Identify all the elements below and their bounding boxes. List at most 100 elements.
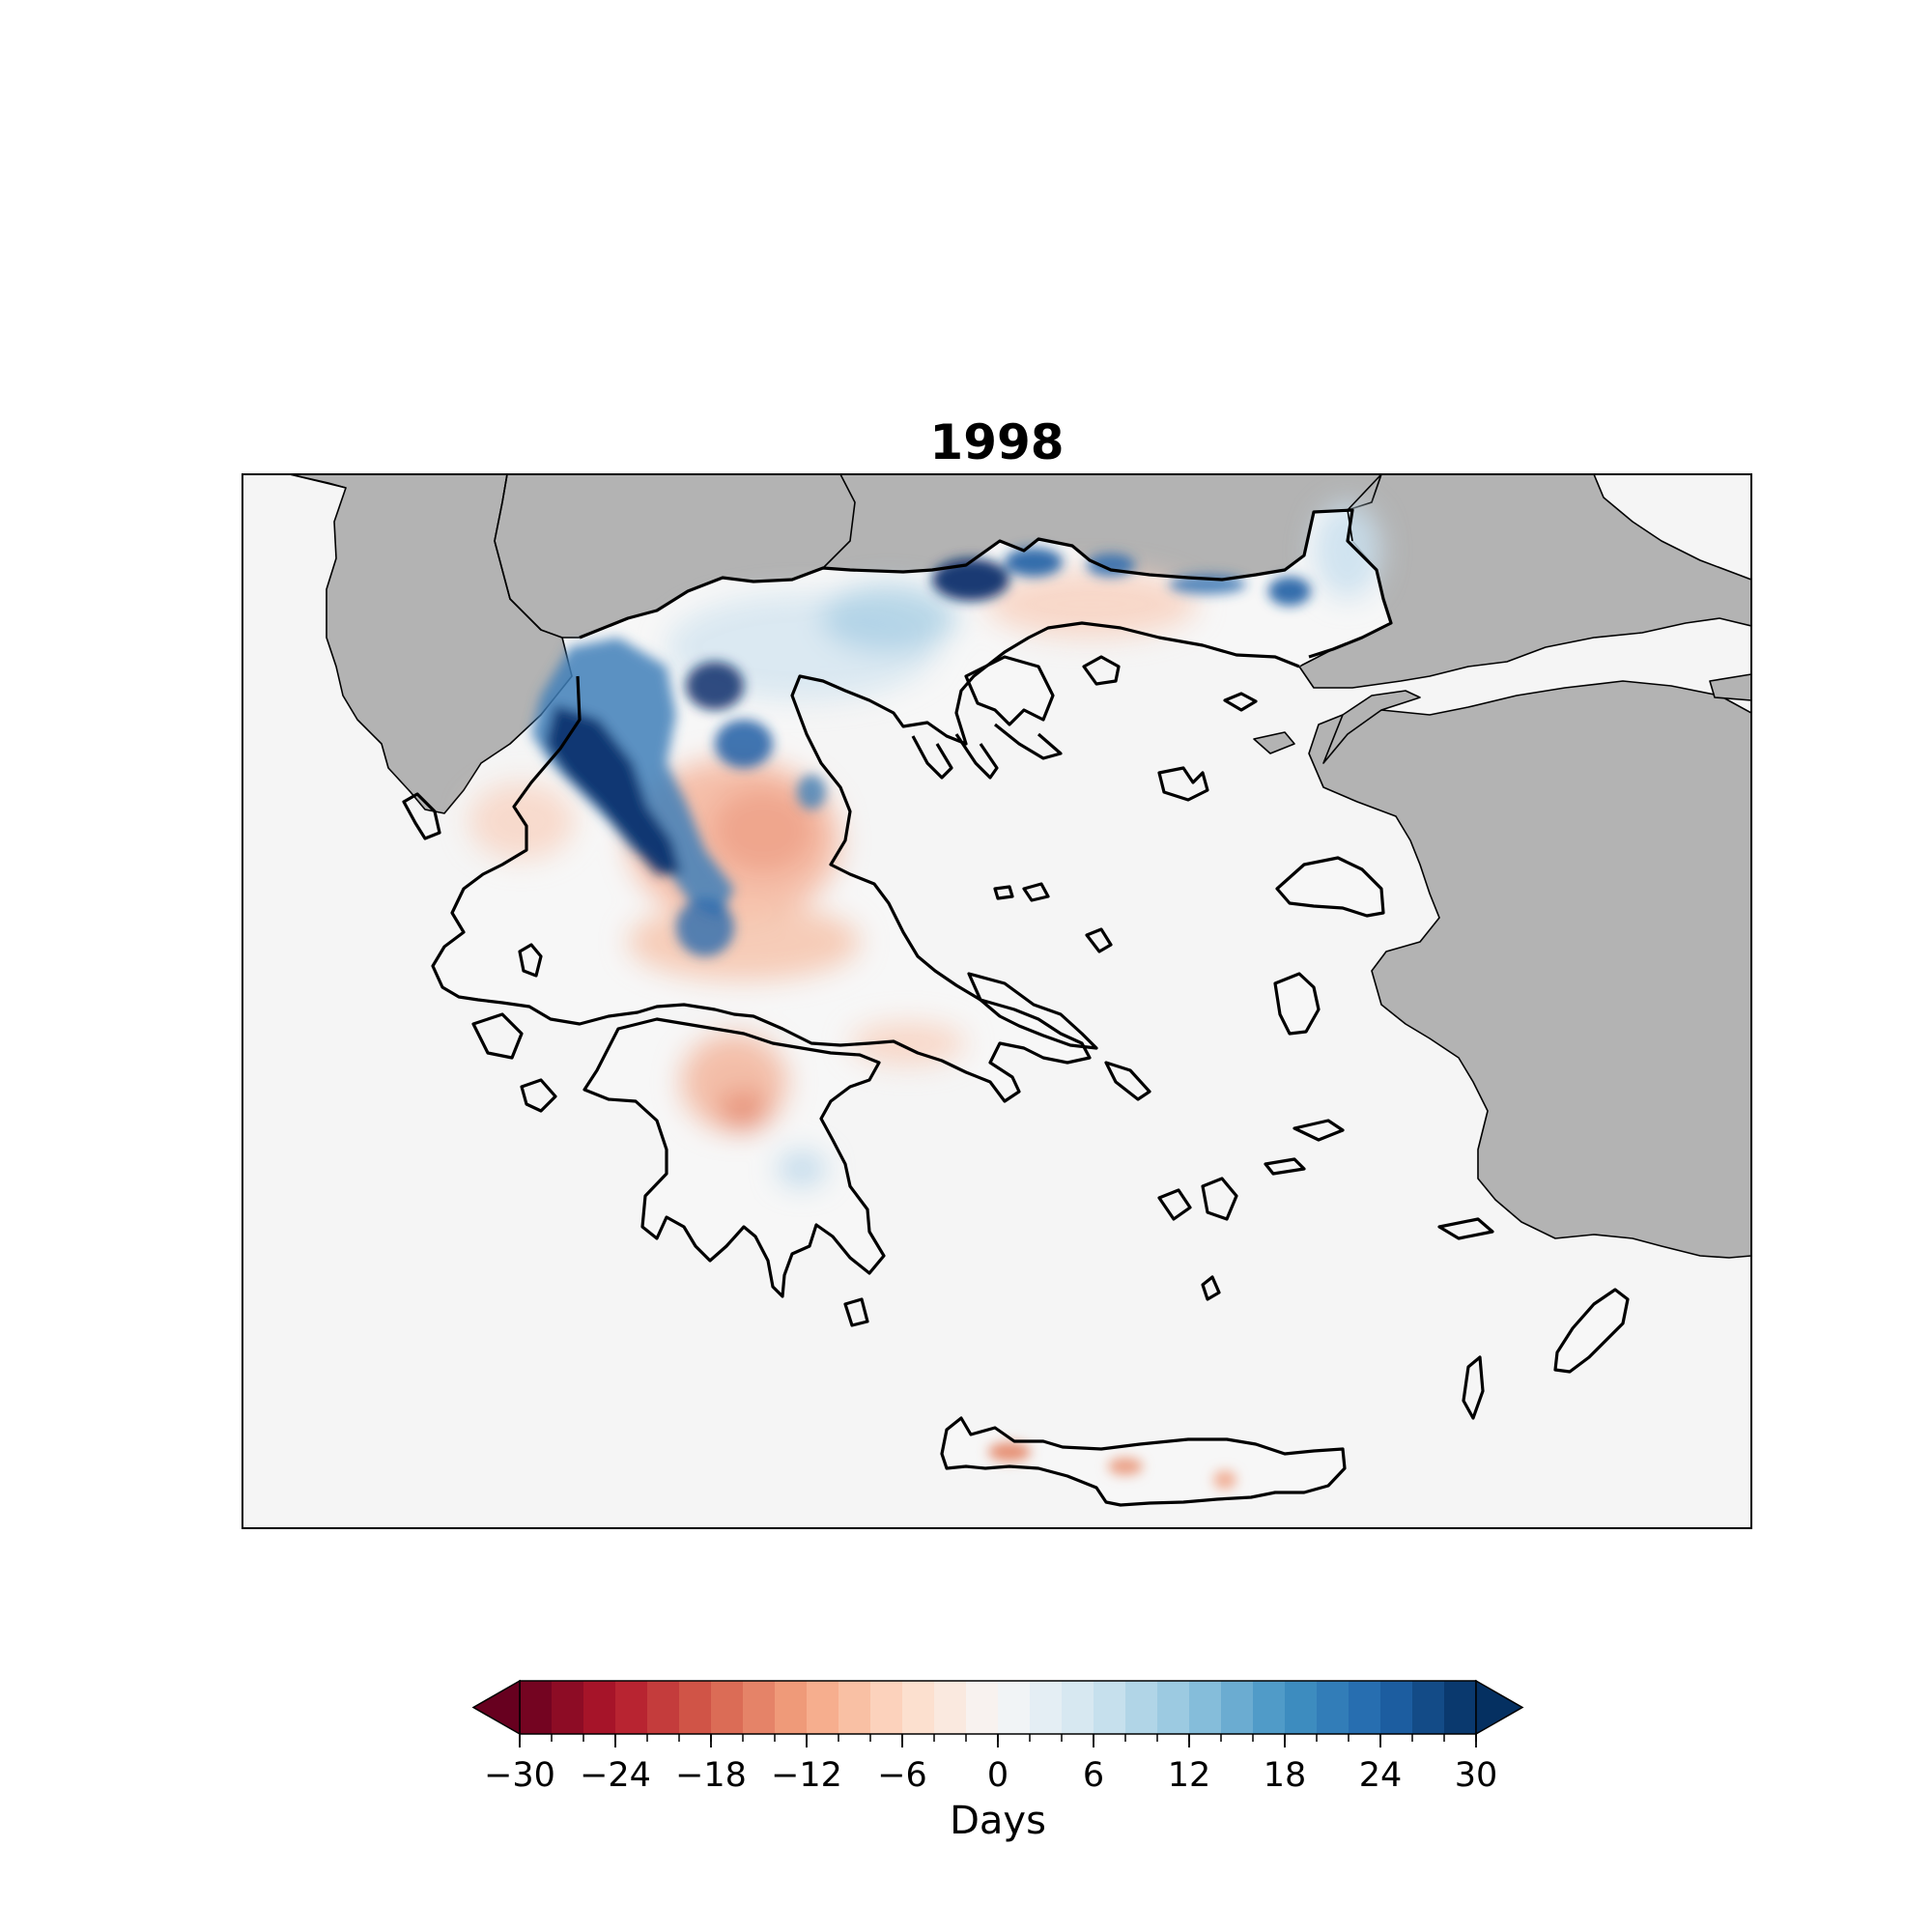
anomaly-peloponnese-east [778,1151,826,1186]
anomaly-attica [850,1022,966,1065]
anomaly-central-macedonia-b [821,584,956,652]
colorbar-tick-label: 0 [987,1756,1009,1795]
zakynthos-coast [520,1078,557,1113]
colorbar-swatch [1412,1681,1445,1734]
colorbar-swatch [966,1681,999,1734]
colorbar-swatch [711,1681,744,1734]
colorbar-swatches [520,1681,1477,1734]
colorbar: −30 −24 −18 −12 −6 0 6 12 18 24 30 Days [471,1679,1524,1843]
lefkada-coast [518,943,543,978]
rhodes-coast [1553,1288,1630,1374]
colorbar-extend-min [471,1679,521,1736]
neighbouring-countries [289,474,1751,1259]
colorbar-swatch [615,1681,648,1734]
colorbar-swatch [679,1681,712,1734]
anomaly-rhodope-east [1005,548,1063,577]
anomaly-grevena [686,662,744,710]
colorbar-swatch [583,1681,616,1734]
colorbar-tick-label: 6 [1083,1756,1104,1795]
colorbar-swatch [1380,1681,1413,1734]
anomaly-vermio [715,720,773,768]
map-panel [242,474,1751,1528]
chalkidiki-land [966,657,1053,724]
colorbar-swatch [1317,1681,1350,1734]
colorbar-tick-label: −30 [484,1756,555,1795]
euboea-land [969,974,1096,1048]
corfu-coast [402,792,441,840]
skyros-coast [1085,927,1113,953]
colorbar-swatch [934,1681,967,1734]
anomaly-thessaly-core [710,787,816,874]
crete-coast [940,1416,1347,1507]
map-title: 1998 [929,414,1064,470]
anomaly-pieria [797,775,826,810]
colorbar-swatch [1189,1681,1222,1734]
lemnos-coast [1157,766,1209,802]
colorbar-swatch [838,1681,871,1734]
anomaly-rhodope [932,558,1009,601]
ikaria-coast [1264,1157,1306,1176]
turkey-anatolia-land [1308,680,1751,1259]
colorbar-swatch [1062,1681,1094,1734]
colorbar-label: Days [950,1799,1046,1843]
naxos-coast [1201,1177,1238,1221]
anomaly-crete-east [1213,1470,1236,1490]
andros-coast [1104,1061,1151,1101]
colorbar-swatch [1125,1681,1158,1734]
colorbar-swatch [1094,1681,1126,1734]
colorbar-tick-label: −24 [580,1756,651,1795]
anomaly-pindus-core [546,705,681,874]
anomaly-macedonia-east [985,570,1198,638]
colorbar-tick-label: −12 [771,1756,842,1795]
bozcaada-land [1253,731,1295,754]
rhodes-land [1555,1290,1628,1372]
colorbar-tick-label: 30 [1455,1756,1498,1795]
chalkidiki-coast [964,655,1055,726]
thasos-coast [1082,655,1121,686]
colorbar-swatch [807,1681,839,1734]
samos-coast [1293,1119,1345,1142]
chalkidiki-fingers [911,723,1063,780]
colorbar-swatch [1253,1681,1286,1734]
colorbar-swatch [520,1681,553,1734]
colorbar-ticks: −30 −24 −18 −12 −6 0 6 12 18 24 30 [484,1734,1497,1795]
lesbos-coast [1275,856,1385,918]
chios-land [1275,974,1319,1034]
colorbar-swatch [1221,1681,1254,1734]
colorbar-swatch [998,1681,1031,1734]
colorbar-extend-max [1475,1679,1524,1736]
paros-coast [1157,1188,1192,1221]
colorbar-tick-label: −18 [675,1756,747,1795]
colorbar-swatch [1285,1681,1318,1734]
anomaly-thrace-north [1268,577,1311,606]
colorbar-tick-label: −6 [877,1756,927,1795]
lesbos-land [1277,858,1383,916]
marmara-island-land [1709,673,1751,701]
anomaly-evros [1314,502,1381,599]
kefalonia-coast [471,1012,524,1060]
gallipoli-land [1322,690,1421,764]
santorini-coast [1201,1275,1221,1301]
colorbar-tick-label: 12 [1168,1756,1211,1795]
sporades-coast [993,882,1050,902]
colorbar-swatch [775,1681,808,1734]
coastlines [402,508,1630,1507]
anomaly-central-greece [628,903,860,980]
peloponnese-coast [582,1017,886,1298]
kythira-coast [843,1297,869,1327]
chios-coast [1273,972,1321,1036]
anomaly-peloponnese-core [720,1092,768,1130]
colorbar-swatch [647,1681,680,1734]
crete-land [942,1418,1345,1505]
kos-coast [1437,1217,1494,1240]
colorbar-swatch [743,1681,776,1734]
colorbar-swatch [870,1681,903,1734]
colorbar-swatch [902,1681,935,1734]
anomaly-strong-positive [531,548,1311,1490]
colorbar-swatch [1349,1681,1381,1734]
euboea-coast [967,972,1098,1050]
peloponnese-land [584,1019,884,1296]
colorbar-tick-label: 18 [1264,1756,1307,1795]
map-frame [242,473,1752,1529]
